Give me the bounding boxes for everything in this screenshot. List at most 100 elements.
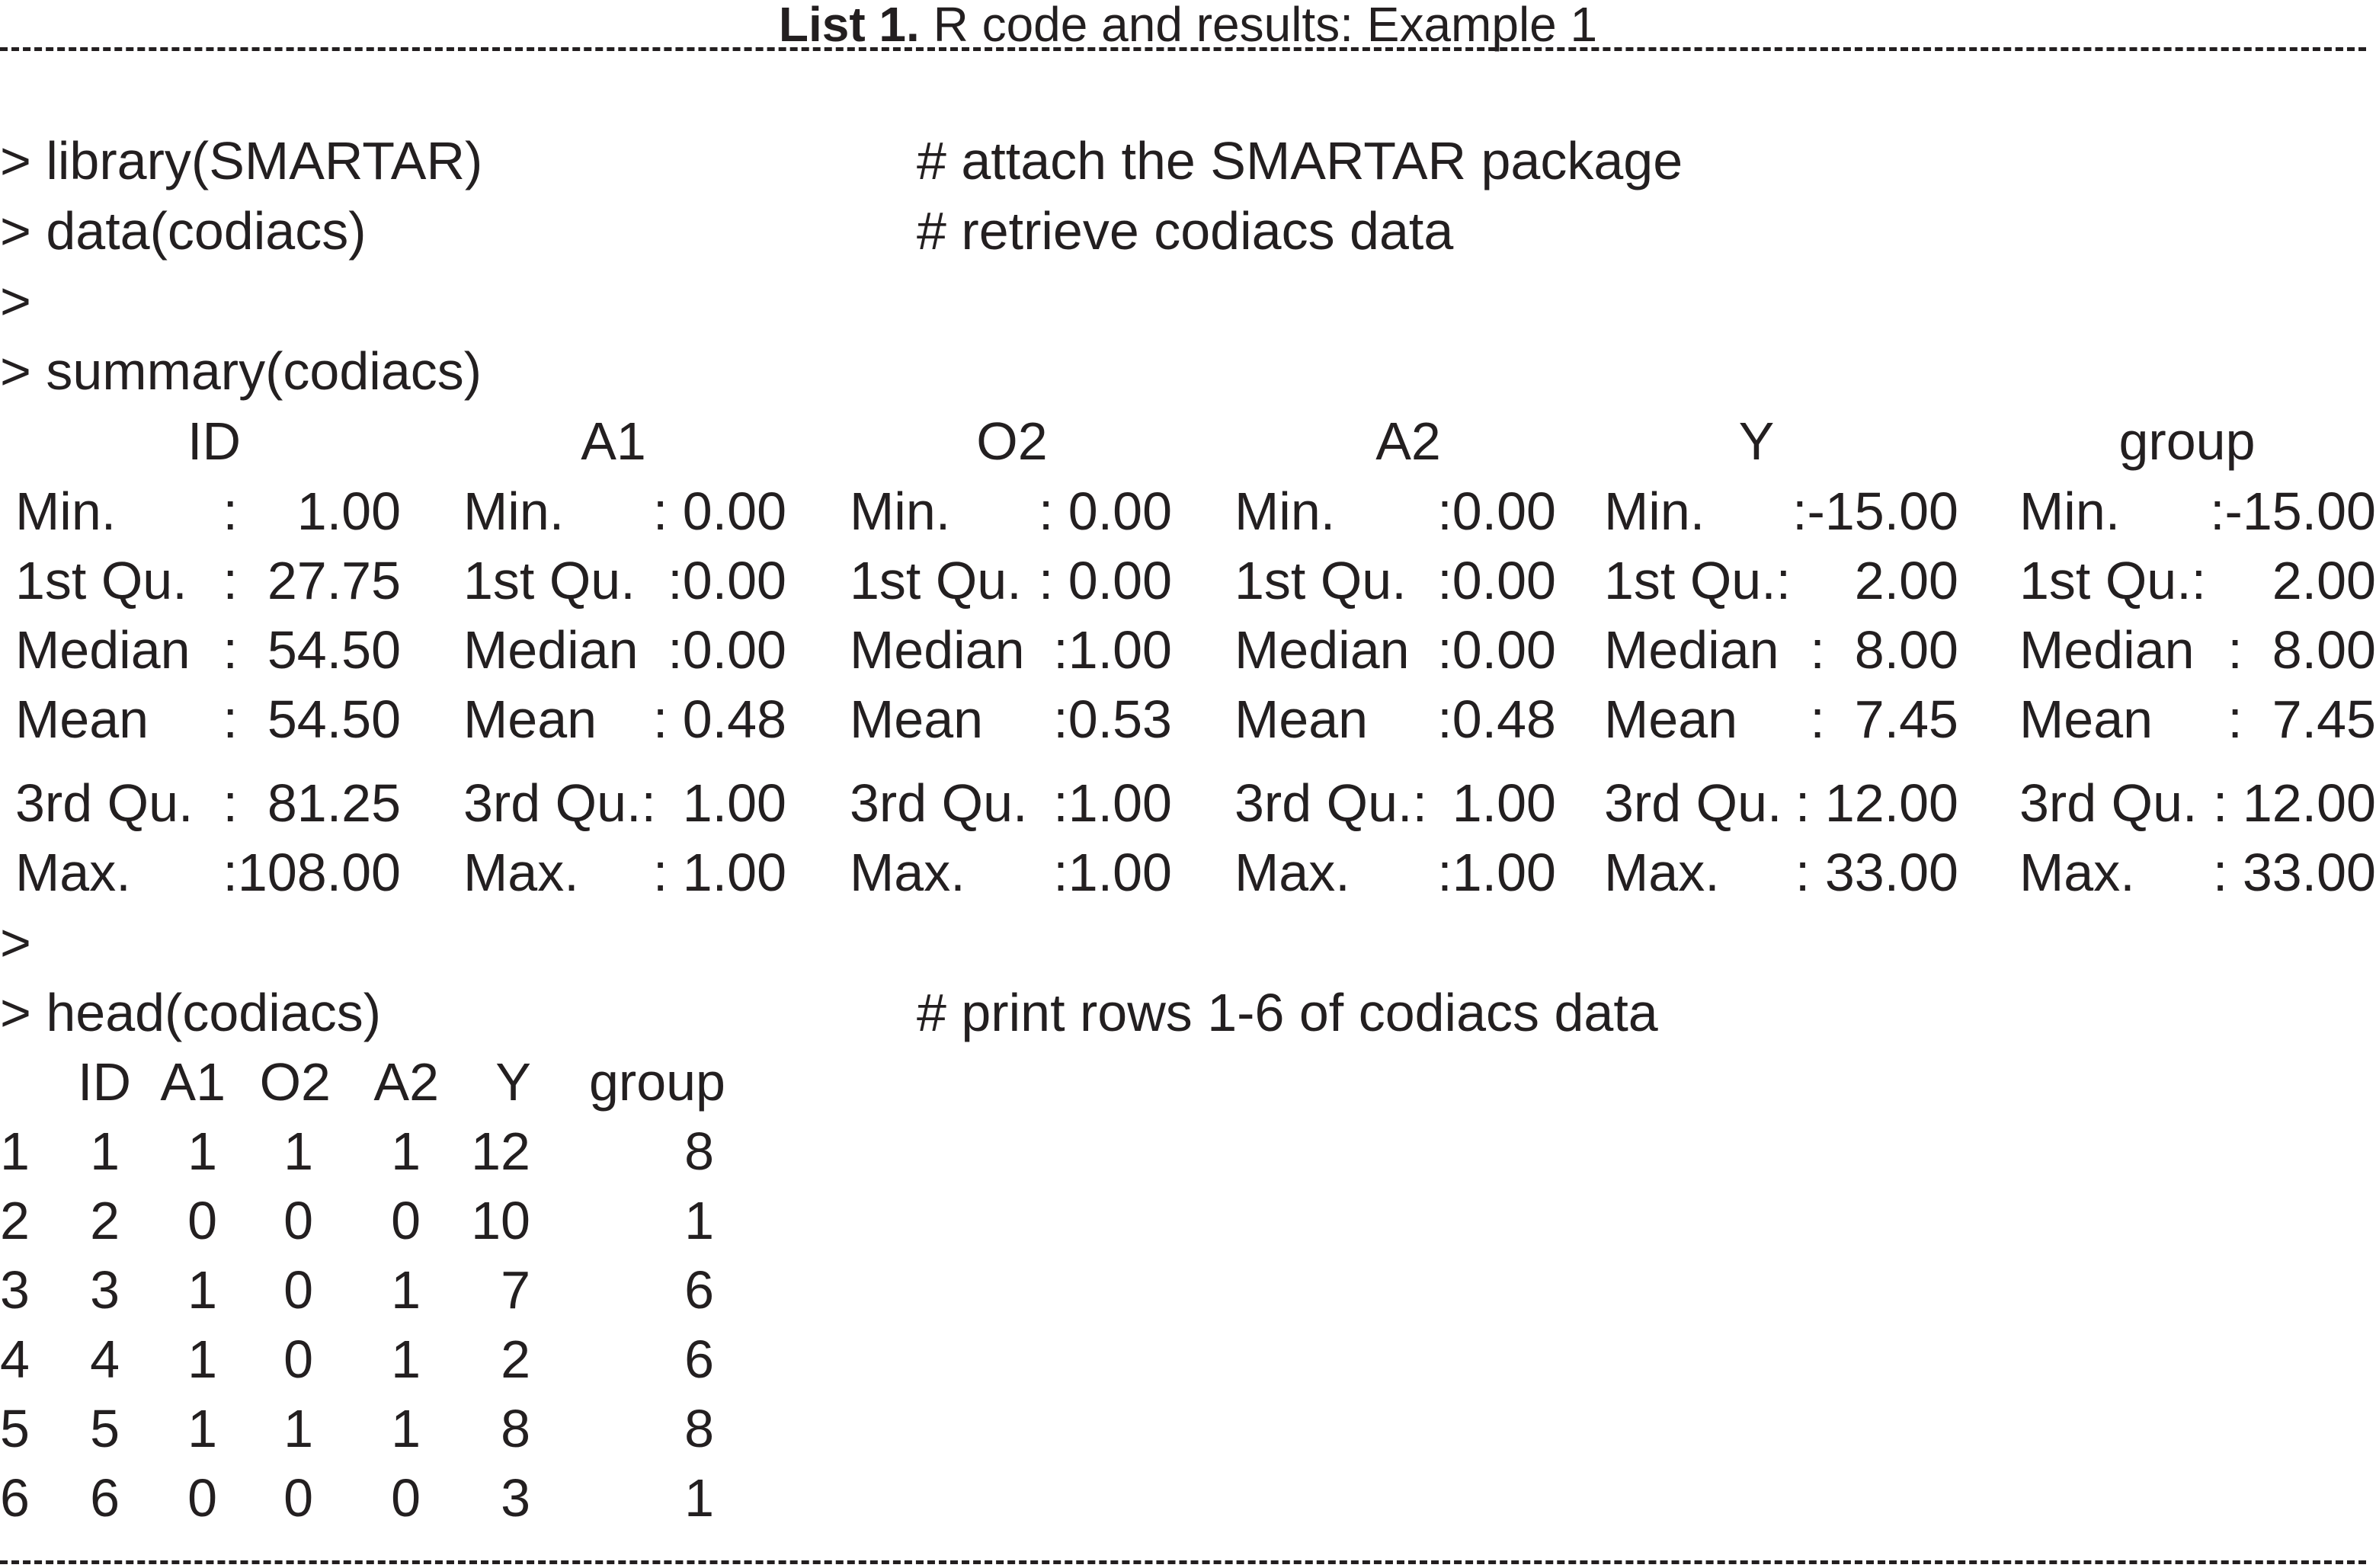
head-cell: 0 [187,1468,217,1528]
head-cell: 0 [283,1191,313,1250]
summary-stat-value: : 54.50 [223,690,401,749]
summary-row: Mean: 54.50 Mean: 0.48 Mean:0.53 Mean:0.48 M… [0,693,2376,754]
summary-stat-label: Max. [850,843,965,902]
summary-stat-value: : 8.00 [1810,620,1958,680]
summary-stat-label: Max. [1234,843,1350,902]
row-index: 4 [0,1330,30,1389]
summary-stat-label: 1st Qu. [1234,551,1407,610]
summary-stat-label: 3rd Qu. [1604,773,1782,833]
summary-stat-label: Min. [1234,482,1336,541]
summary-stat-label: Max. [463,843,579,902]
row-index: 6 [0,1468,30,1528]
summary-stat-label: 3rd Qu.: [1234,773,1427,833]
head-cell: 1 [187,1330,217,1389]
summary-stat-label: Max. [15,843,131,902]
summary-column-header: A1 [581,411,646,471]
summary-stat-value: :0.00 [1437,620,1556,680]
summary-stat-label: Median [2019,620,2195,680]
code-text: > data(codiacs) [0,201,367,261]
summary-stat-label: Mean [2019,690,2153,749]
head-cell: 5 [90,1399,120,1458]
head-cell: 8 [684,1122,714,1181]
summary-column-header: O2 [976,411,1048,471]
head-cell: 1 [684,1468,714,1528]
head-cell: 1 [391,1122,421,1181]
summary-stat-value: :0.48 [1437,690,1556,749]
code-text: > [0,271,31,331]
summary-stat-value: :1.00 [1053,620,1172,680]
summary-row: Max.:108.00 Max.: 1.00 Max.:1.00 Max.:1.00 M… [0,846,2376,907]
head-cell: 1 [391,1330,421,1389]
summary-stat-label: Mean [15,690,149,749]
head-cell: 8 [684,1399,714,1458]
summary-column-header: group [2118,411,2256,471]
summary-stat-value: 1.00 [682,773,786,833]
summary-stat-value: : 8.00 [2227,620,2376,680]
summary-stat-value: :0.00 [668,620,786,680]
summary-row: Min.: 1.00 Min.: 0.00 Min.: 0.00 Min.:0.00 M… [0,485,2376,546]
head-cell: 10 [471,1191,530,1250]
code-text: > library(SMARTAR) [0,131,483,190]
summary-stat-value: : 27.75 [223,551,401,610]
summary-column-header: ID [187,411,241,471]
head-cell: 0 [187,1191,217,1250]
head-cell: 7 [501,1260,530,1320]
code-text: > head(codiacs) [0,983,382,1042]
head-cell: 2 [90,1191,120,1250]
summary-stat-label: 1st Qu. [15,551,187,610]
code-comment: # attach the SMARTAR package [917,131,1683,190]
head-cell: 1 [391,1260,421,1320]
summary-stat-label: Mean [463,690,597,749]
summary-stat-value: : 33.00 [1795,843,1958,902]
summary-stat-value: : 7.45 [2227,690,2376,749]
head-data-row: 2 2 0 0 0 10 1 [0,1194,2376,1255]
head-cell: 6 [684,1260,714,1320]
summary-stat-value: :-15.00 [1792,482,1958,541]
head-cell: 1 [283,1399,313,1458]
summary-stat-label: Median [850,620,1025,680]
summary-stat-value: : 54.50 [223,620,401,680]
summary-stat-value: : 0.00 [1038,482,1172,541]
summary-stat-label: Median [15,620,191,680]
listing-number: List 1. [778,0,920,52]
top-dashed-rule [0,47,2366,51]
head-column-header: O2 [259,1052,331,1112]
summary-stat-value: :1.00 [1437,843,1556,902]
summary-stat-value: 2.00 [1854,551,1958,610]
code-comment: # print rows 1-6 of codiacs data [917,983,1658,1042]
summary-stat-value: 2.00 [2272,551,2376,610]
summary-stat-value: :108.00 [223,843,401,902]
head-cell: 1 [90,1122,120,1181]
head-cell: 3 [90,1260,120,1320]
summary-stat-label: Max. [2019,843,2135,902]
summary-stat-value: : 0.00 [1038,551,1172,610]
summary-stat-label: Mean [1604,690,1738,749]
summary-column-header: Y [1738,411,1775,471]
summary-stat-label: Median [1234,620,1410,680]
head-data-row: 5 5 1 1 1 8 8 [0,1402,2376,1463]
summary-stat-value: : 0.48 [652,690,786,749]
code-line-library: > library(SMARTAR) # attach the SMARTAR p… [0,134,2376,195]
summary-stat-label: 3rd Qu. [15,773,194,833]
summary-stat-label: Min. [15,482,117,541]
head-cell: 0 [391,1468,421,1528]
summary-stat-value: :0.53 [1053,690,1172,749]
code-line-summary: > summary(codiacs) [0,344,2376,405]
summary-stat-label: Max. [1604,843,1720,902]
summary-stat-value: : 0.00 [652,482,786,541]
summary-stat-label: Min. [2019,482,2121,541]
head-cell: 0 [391,1191,421,1250]
head-cell: 8 [501,1399,530,1458]
row-index: 5 [0,1399,30,1458]
head-column-header: Y [495,1052,531,1112]
head-cell: 1 [283,1122,313,1181]
summary-stat-label: 3rd Qu. [2019,773,2198,833]
head-column-header: A2 [373,1052,439,1112]
head-column-header: A1 [160,1052,226,1112]
summary-stat-value: :0.00 [1437,482,1556,541]
summary-stat-label: 3rd Qu. [850,773,1028,833]
head-cell: 1 [187,1260,217,1320]
summary-stat-value: :1.00 [1053,843,1172,902]
